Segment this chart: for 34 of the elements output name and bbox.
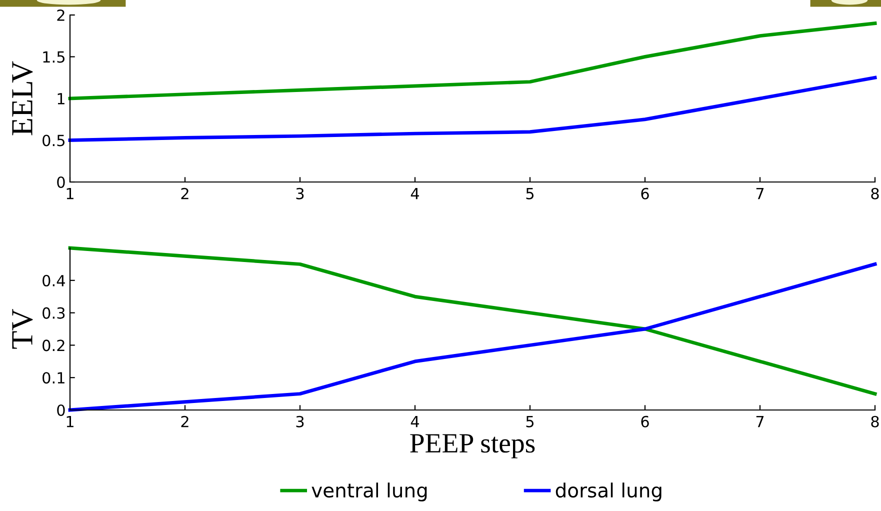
x-tick-label: 5: [526, 416, 534, 428]
x-tick-label: 6: [641, 188, 649, 200]
x-tick-label: 8: [871, 188, 879, 200]
y-axis-title: TV: [12, 308, 33, 349]
line-series: [68, 246, 877, 396]
y-tick-label: 0.2: [42, 340, 64, 352]
x-tick-label: 3: [296, 188, 304, 200]
x-tick-label: 2: [181, 188, 188, 200]
x-tick-label: 7: [756, 416, 764, 428]
y-tick-label: 2: [57, 9, 64, 21]
x-tick-label: 4: [410, 188, 420, 200]
x-tick-label: 6: [641, 416, 649, 428]
x-tick-label: 8: [871, 416, 879, 428]
x-tick-label: 1: [66, 416, 74, 428]
x-tick-label: 1: [66, 188, 74, 200]
legend-label: dorsal lung: [556, 482, 662, 502]
y-tick-label: 1: [58, 93, 64, 104]
x-tick-label: 2: [181, 416, 188, 428]
x-tick-label: 5: [526, 188, 534, 200]
y-tick-label: 0.3: [42, 307, 65, 319]
y-tick-label: 0.1: [42, 372, 64, 384]
y-axis-title: EELV: [12, 61, 33, 136]
x-axis-title: PEEP steps: [410, 434, 535, 458]
y-tick-label: 1.5: [43, 51, 64, 63]
x-tick-label: 7: [756, 188, 764, 200]
y-tick-label: 0.4: [42, 274, 65, 286]
x-tick-label: 3: [296, 416, 304, 428]
y-tick-label: 0: [57, 404, 65, 416]
line-series: [68, 76, 877, 142]
y-tick-label: 0: [57, 176, 65, 188]
x-tick-label: 4: [410, 416, 420, 428]
legend-label: ventral lung: [312, 482, 427, 502]
line-series: [68, 22, 877, 100]
y-tick-label: 0.5: [42, 134, 64, 146]
